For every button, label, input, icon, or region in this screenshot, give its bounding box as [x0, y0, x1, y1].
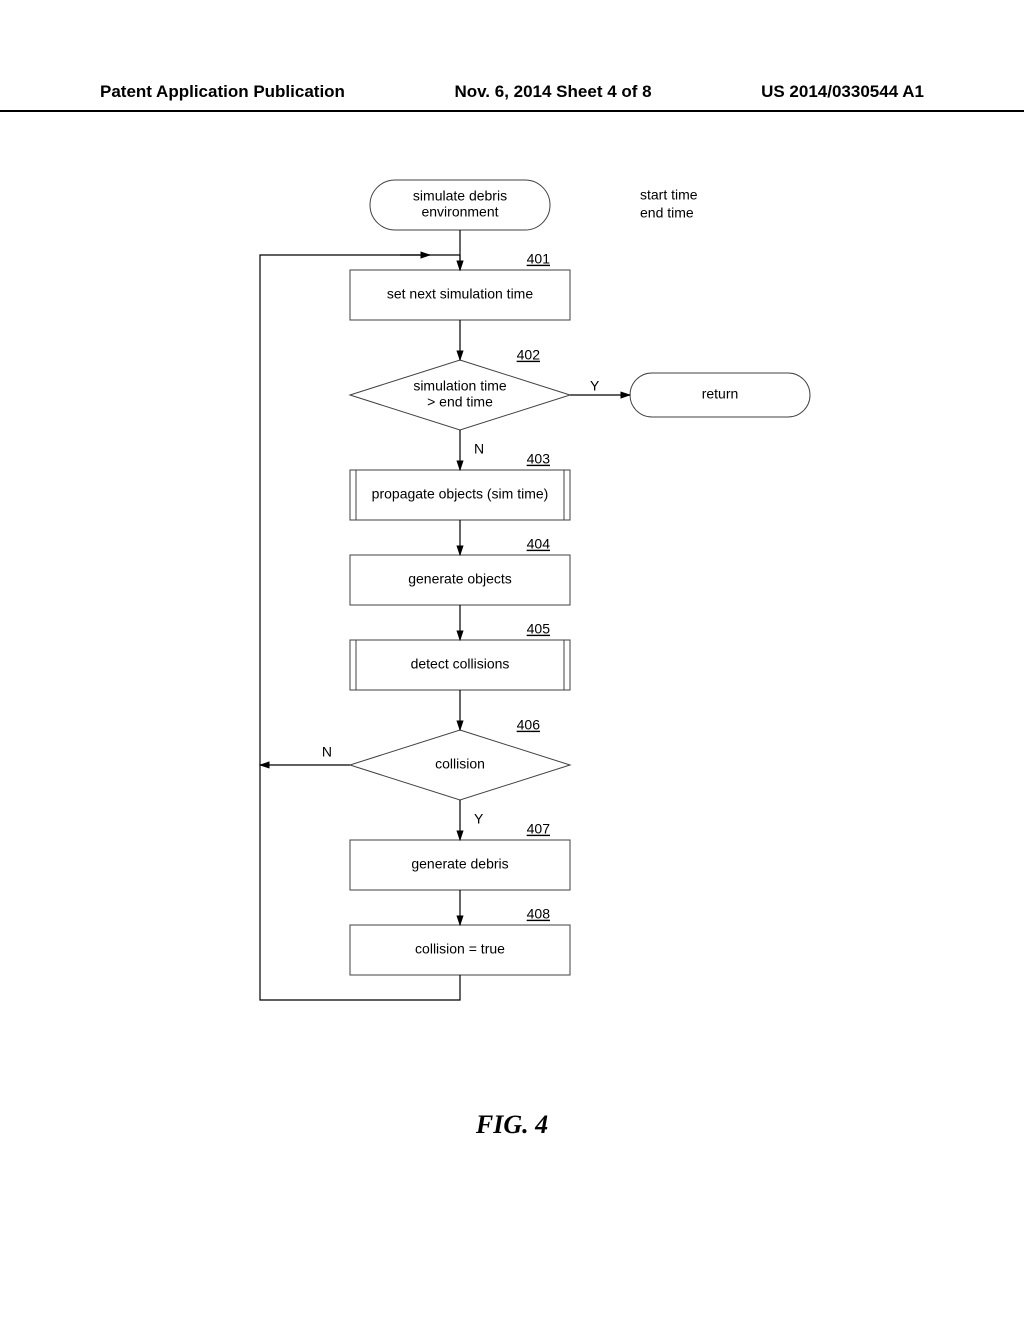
svg-text:generate debris: generate debris [411, 856, 508, 872]
svg-text:return: return [702, 386, 739, 402]
svg-text:generate objects: generate objects [408, 571, 512, 587]
svg-text:405: 405 [527, 621, 551, 637]
figure-caption: FIG. 4 [0, 1110, 1024, 1140]
flowchart-svg: simulate debrisenvironment start time end … [0, 140, 1024, 1180]
svg-text:402: 402 [517, 347, 541, 363]
header-right: US 2014/0330544 A1 [761, 82, 924, 102]
svg-text:detect collisions: detect collisions [411, 656, 510, 672]
page-header: Patent Application Publication Nov. 6, 2… [0, 82, 1024, 112]
svg-text:collision: collision [435, 756, 485, 772]
svg-text:set next simulation time: set next simulation time [387, 286, 533, 302]
svg-text:environment: environment [421, 204, 498, 220]
svg-text:collision = true: collision = true [415, 941, 505, 957]
svg-text:N: N [322, 744, 332, 760]
flowchart-canvas: simulate debrisenvironment start time end … [0, 140, 1024, 1180]
svg-text:simulate debris: simulate debris [413, 188, 507, 204]
svg-text:407: 407 [527, 821, 551, 837]
header-center: Nov. 6, 2014 Sheet 4 of 8 [454, 82, 651, 102]
svg-text:404: 404 [527, 536, 551, 552]
svg-text:Y: Y [474, 811, 484, 827]
svg-text:401: 401 [527, 251, 551, 267]
svg-text:403: 403 [527, 451, 551, 467]
svg-text:Y: Y [590, 378, 600, 394]
header-left: Patent Application Publication [100, 82, 345, 102]
svg-text:end time: end time [640, 205, 694, 221]
svg-text:start time: start time [640, 187, 698, 203]
svg-text:408: 408 [527, 906, 551, 922]
svg-text:406: 406 [517, 717, 541, 733]
svg-text:> end time: > end time [427, 394, 493, 410]
svg-text:N: N [474, 441, 484, 457]
svg-text:propagate objects (sim time): propagate objects (sim time) [372, 486, 549, 502]
svg-text:simulation time: simulation time [413, 378, 507, 394]
